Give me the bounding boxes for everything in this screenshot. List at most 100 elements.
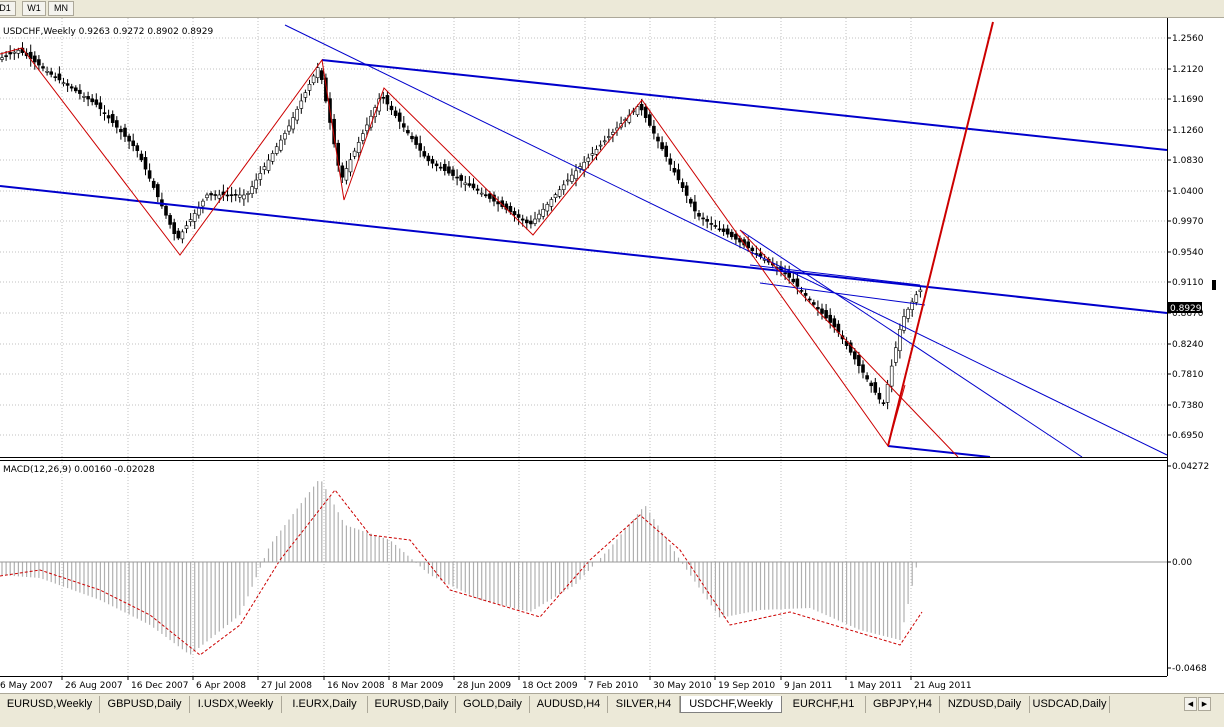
candle-body (857, 354, 861, 367)
time-label: 19 Sep 2010 (718, 681, 775, 691)
candle-body (467, 183, 472, 186)
candle-body (106, 115, 111, 119)
candle-body (787, 272, 792, 278)
channel-upper-line (321, 59, 1168, 151)
tab-nzdusd-daily[interactable]: NZDUSD,Daily (940, 696, 1030, 713)
candle-body (287, 125, 291, 132)
candle-body (229, 194, 234, 196)
candle-body (418, 143, 423, 151)
tab-usdchf-weekly[interactable]: USDCHF,Weekly (680, 696, 782, 713)
candle-body (520, 218, 525, 221)
candle-body (4, 55, 8, 57)
tab-eurchf-h1[interactable]: EURCHF,H1 (782, 696, 866, 713)
candle-body (442, 163, 447, 171)
candle-body (816, 307, 820, 310)
price-label: 0.9540 (1172, 248, 1204, 258)
tab-usdcad-daily[interactable]: USDCAD,Daily (1030, 696, 1110, 713)
timeframe-mn-button[interactable]: MN (48, 1, 74, 16)
horizontal-scrollbar[interactable] (0, 714, 1224, 727)
candle-body (889, 365, 894, 387)
candle-body (877, 392, 882, 400)
candle-body (135, 145, 140, 151)
candle-body (61, 82, 66, 84)
chart-area[interactable]: 1.2560 1.2120 1.1690 1.1260 1.0830 1.0400 0.99… (0, 0, 1224, 693)
macd-axis-label: 0.00 (1172, 558, 1192, 568)
candle-body (340, 165, 345, 178)
candle-body (729, 231, 734, 238)
candle-body (41, 66, 45, 69)
candle-body (881, 402, 886, 404)
candle-body (553, 194, 558, 198)
macd-signal-line (0, 489, 923, 656)
candle-body (611, 131, 615, 135)
candle-body (898, 329, 902, 352)
candle-body (529, 220, 533, 225)
candle-body (652, 125, 656, 134)
tab-silver-h4[interactable]: SILVER,H4 (608, 696, 680, 713)
tab-gbpjpy-h4[interactable]: GBPJPY,H4 (866, 696, 940, 713)
price-label: 1.2560 (1172, 34, 1204, 44)
candle-body (348, 159, 353, 173)
candle-body (910, 301, 915, 310)
tab-eurusd-daily[interactable]: EURUSD,Daily (368, 696, 456, 713)
price-label: 0.9970 (1172, 217, 1204, 227)
candle-body (811, 302, 816, 305)
time-label: 6 May 2007 (0, 681, 53, 691)
candle-body (225, 194, 230, 197)
tab-i-eurx-daily[interactable]: I.EURX,Daily (282, 696, 368, 713)
channel-lower-line (0, 185, 1168, 314)
candle-body (262, 166, 267, 170)
candle-body (151, 180, 156, 188)
candle-body (65, 83, 70, 86)
tab-gbpusd-daily[interactable]: GBPUSD,Daily (100, 696, 190, 713)
tab-scroll-right-icon[interactable]: ▶ (1198, 697, 1211, 711)
candle-body (828, 314, 833, 323)
candle-body (356, 142, 361, 153)
time-label: 26 Aug 2007 (65, 681, 123, 691)
candle-body (426, 155, 431, 162)
candle-body (824, 310, 828, 319)
projection-line (887, 21, 994, 447)
timeframe-w1-button[interactable]: W1 (22, 1, 46, 16)
candle-body (586, 157, 591, 162)
candle-body (176, 230, 181, 239)
candle-body (914, 294, 919, 303)
candle-body (123, 127, 127, 137)
price-axis: 1.2560 1.2120 1.1690 1.1260 1.0830 1.0400 0.99… (1167, 34, 1204, 441)
candle-body (164, 205, 168, 216)
candle-body (606, 136, 611, 138)
candle-body (119, 128, 123, 133)
candle-body (832, 318, 837, 328)
time-label: 8 Mar 2009 (392, 681, 444, 691)
candle-body (32, 55, 37, 63)
candle-body (795, 278, 800, 287)
price-label: 0.8670 (1172, 309, 1204, 319)
candle-body (565, 179, 570, 182)
candle-body (315, 67, 320, 78)
candle-body (246, 193, 250, 195)
candle-body (250, 186, 254, 194)
candle-body (660, 142, 664, 150)
candle-body (180, 231, 185, 240)
candle-body (598, 144, 603, 147)
timeframe-d1-button[interactable]: D1 (0, 1, 16, 16)
candle-body (594, 149, 599, 155)
candle-body (393, 110, 398, 116)
candle-body (90, 98, 94, 103)
time-label: 18 Oct 2009 (522, 681, 578, 691)
tab-gold-daily[interactable]: GOLD,Daily (456, 696, 530, 713)
candle-body (0, 57, 4, 60)
candle-body (705, 219, 710, 222)
macd-axis: 0.04272 0.00 -0.0468 (1167, 462, 1209, 674)
candle-body (127, 135, 131, 142)
candle-body (381, 96, 386, 99)
tab-scroll-left-icon[interactable]: ◀ (1184, 697, 1197, 711)
tab-i-usdx-weekly[interactable]: I.USDX,Weekly (190, 696, 282, 713)
chart-shift-handle[interactable] (1212, 280, 1216, 290)
tab-eurusd-weekly[interactable]: EURUSD,Weekly (0, 696, 100, 713)
candle-body (188, 219, 193, 222)
candle-body (852, 351, 857, 360)
tab-audusd-h4[interactable]: AUDUSD,H4 (530, 696, 608, 713)
candle-body (332, 118, 336, 145)
price-label: 0.9110 (1172, 278, 1204, 288)
